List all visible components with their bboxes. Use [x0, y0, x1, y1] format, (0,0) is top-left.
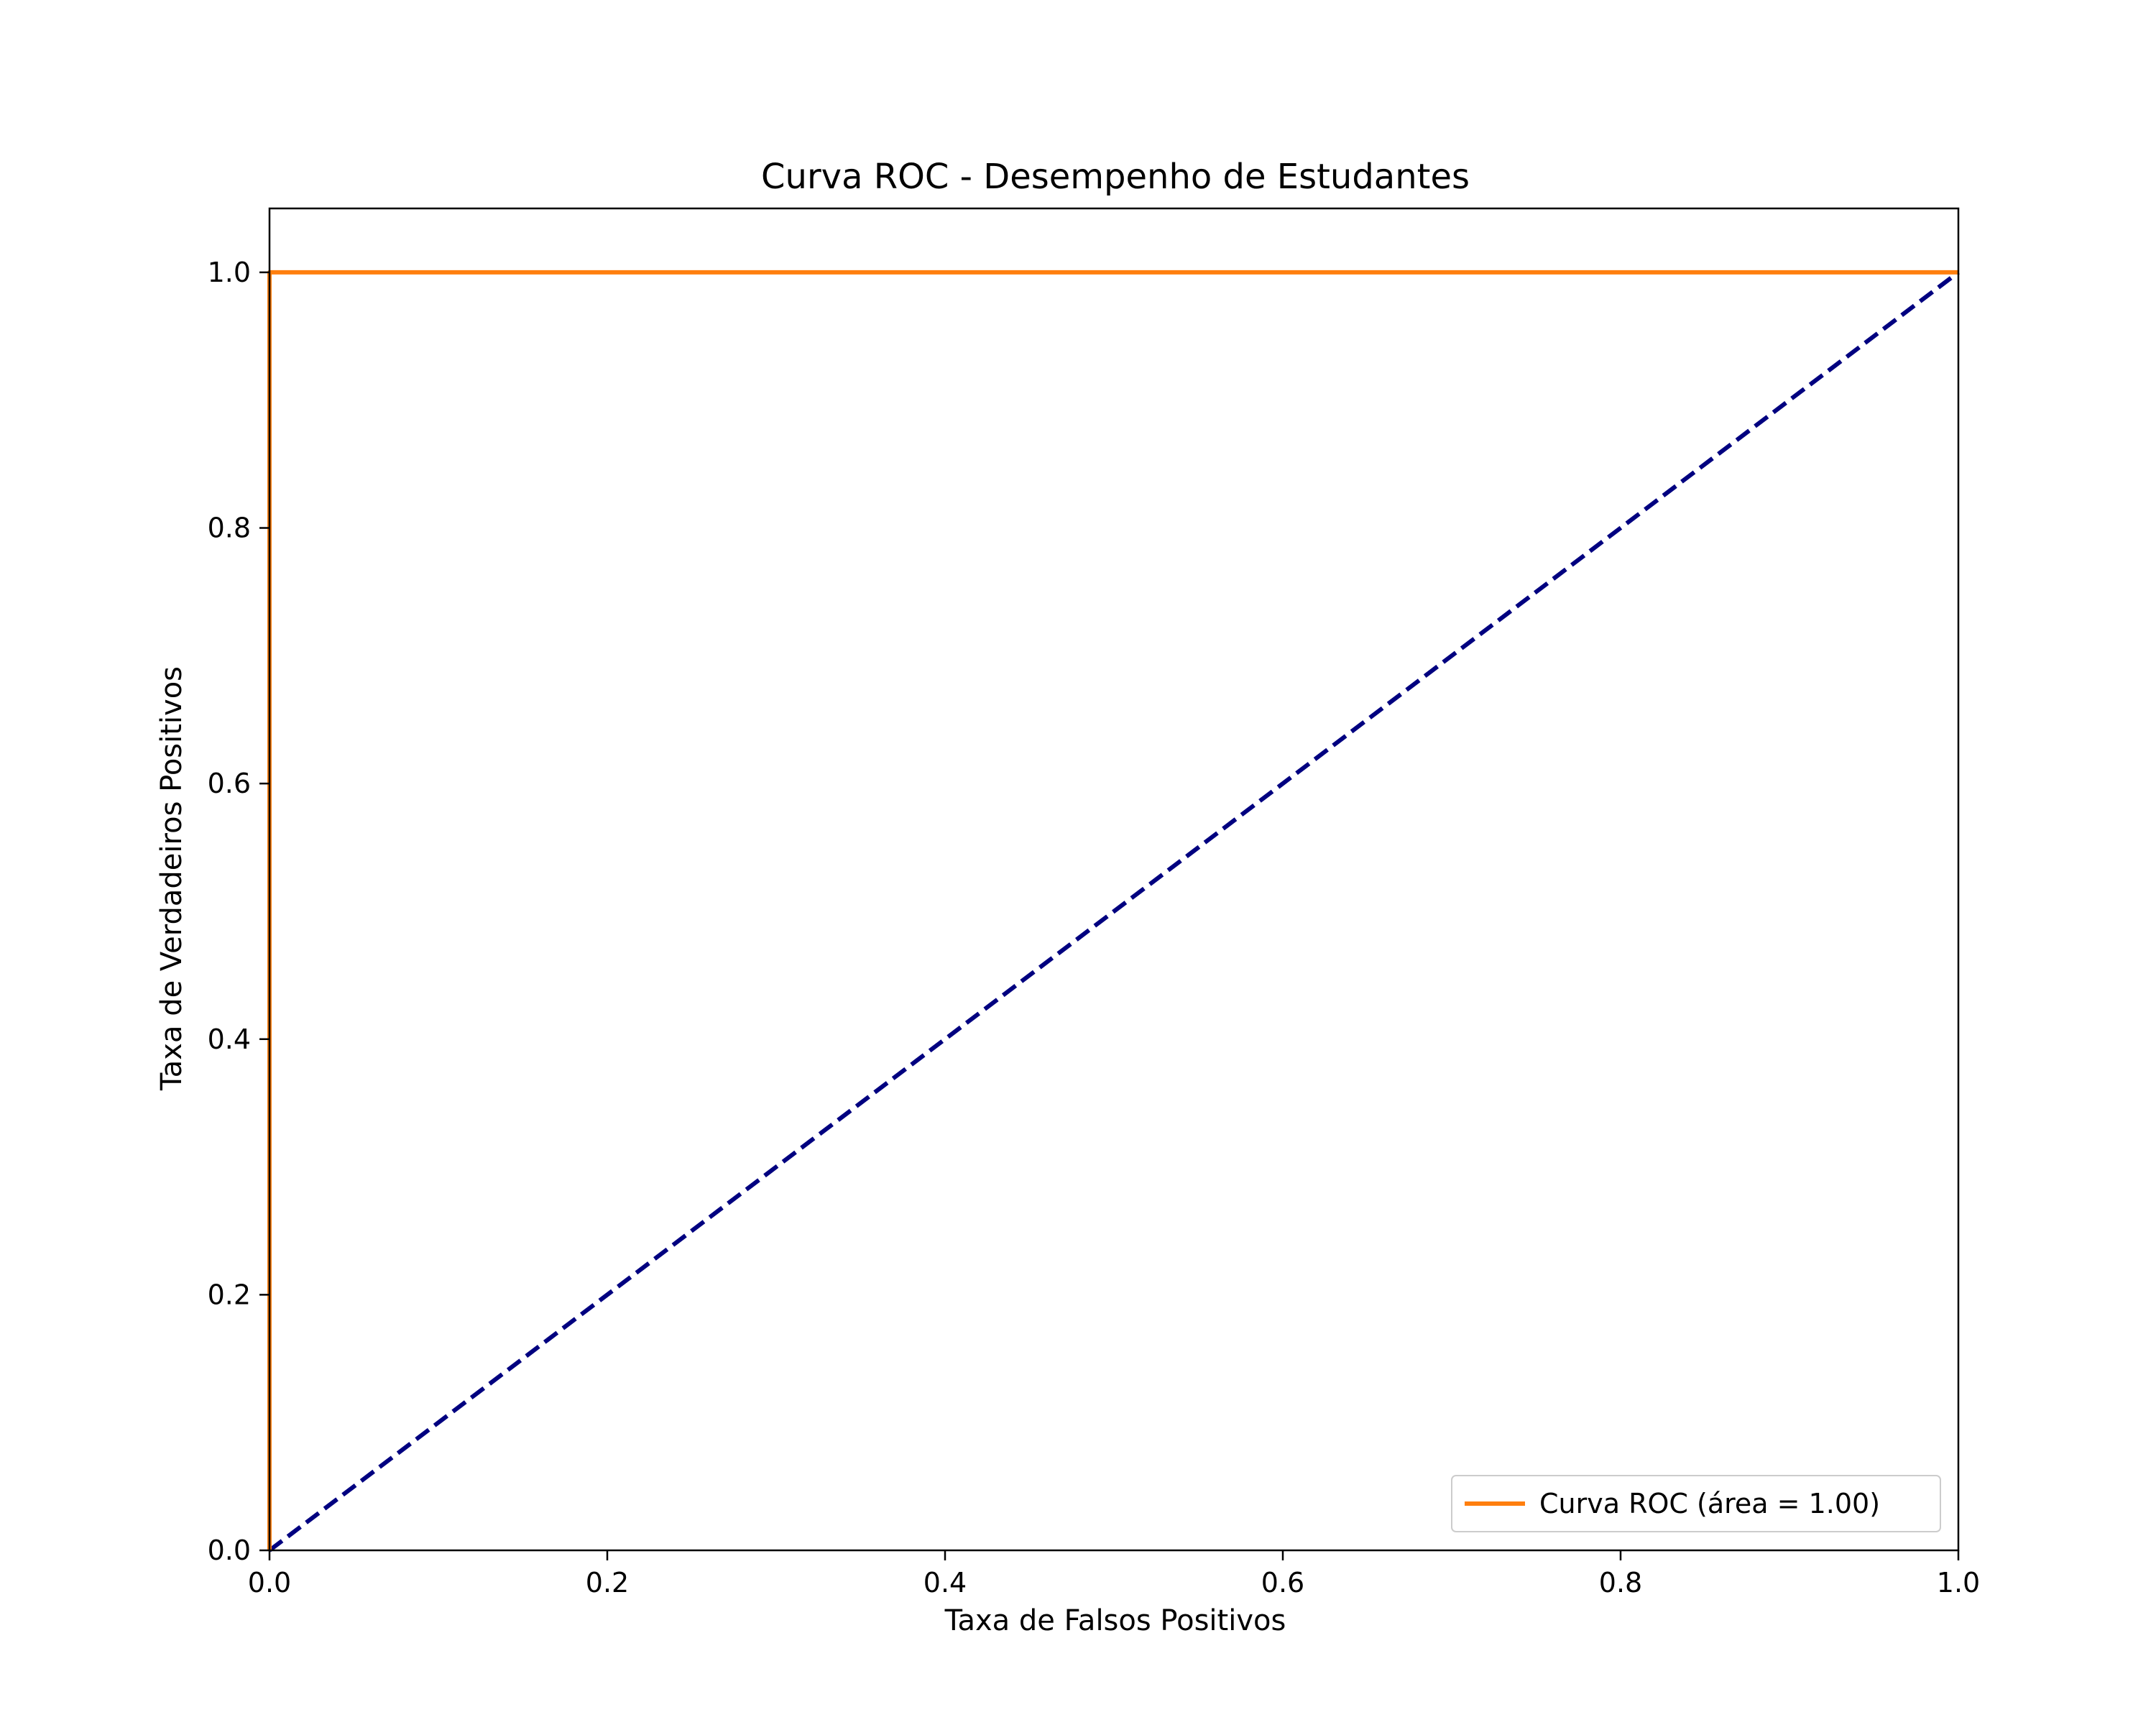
- x-tick-label: 0.8: [1599, 1567, 1642, 1598]
- y-tick-label: 1.0: [208, 257, 251, 288]
- diagonal-reference-line: [268, 270, 1960, 1552]
- legend-label-roc: Curva ROC (área = 1.00): [1539, 1488, 1880, 1519]
- y-tick-label: 0.0: [208, 1535, 251, 1566]
- legend: Curva ROC (área = 1.00): [1451, 1475, 1941, 1532]
- axes-frame: [268, 207, 1960, 1552]
- plot-area: 0.0 0.2 0.4 0.6 0.8 1.0 0.0 0.2 0.4 0.6 0.8 1.0: [208, 207, 1980, 1598]
- x-axis-label: Taxa de Falsos Positivos: [944, 1604, 1286, 1637]
- x-tick-label: 0.0: [248, 1567, 291, 1598]
- y-axis-label: Taxa de Verdadeiros Positivos: [155, 666, 188, 1091]
- chart-title: Curva ROC - Desempenho de Estudantes: [761, 157, 1470, 197]
- y-tick-label: 0.8: [208, 512, 251, 544]
- x-tick-label: 0.4: [923, 1567, 967, 1598]
- y-tick-label: 0.2: [208, 1279, 251, 1310]
- y-tick-label: 0.4: [208, 1024, 251, 1055]
- y-tick-label: 0.6: [208, 768, 251, 799]
- x-tick-label: 0.6: [1261, 1567, 1304, 1598]
- legend-box: [1451, 1475, 1941, 1532]
- x-tick-label: 1.0: [1937, 1567, 1980, 1598]
- x-tick-label: 0.2: [586, 1567, 629, 1598]
